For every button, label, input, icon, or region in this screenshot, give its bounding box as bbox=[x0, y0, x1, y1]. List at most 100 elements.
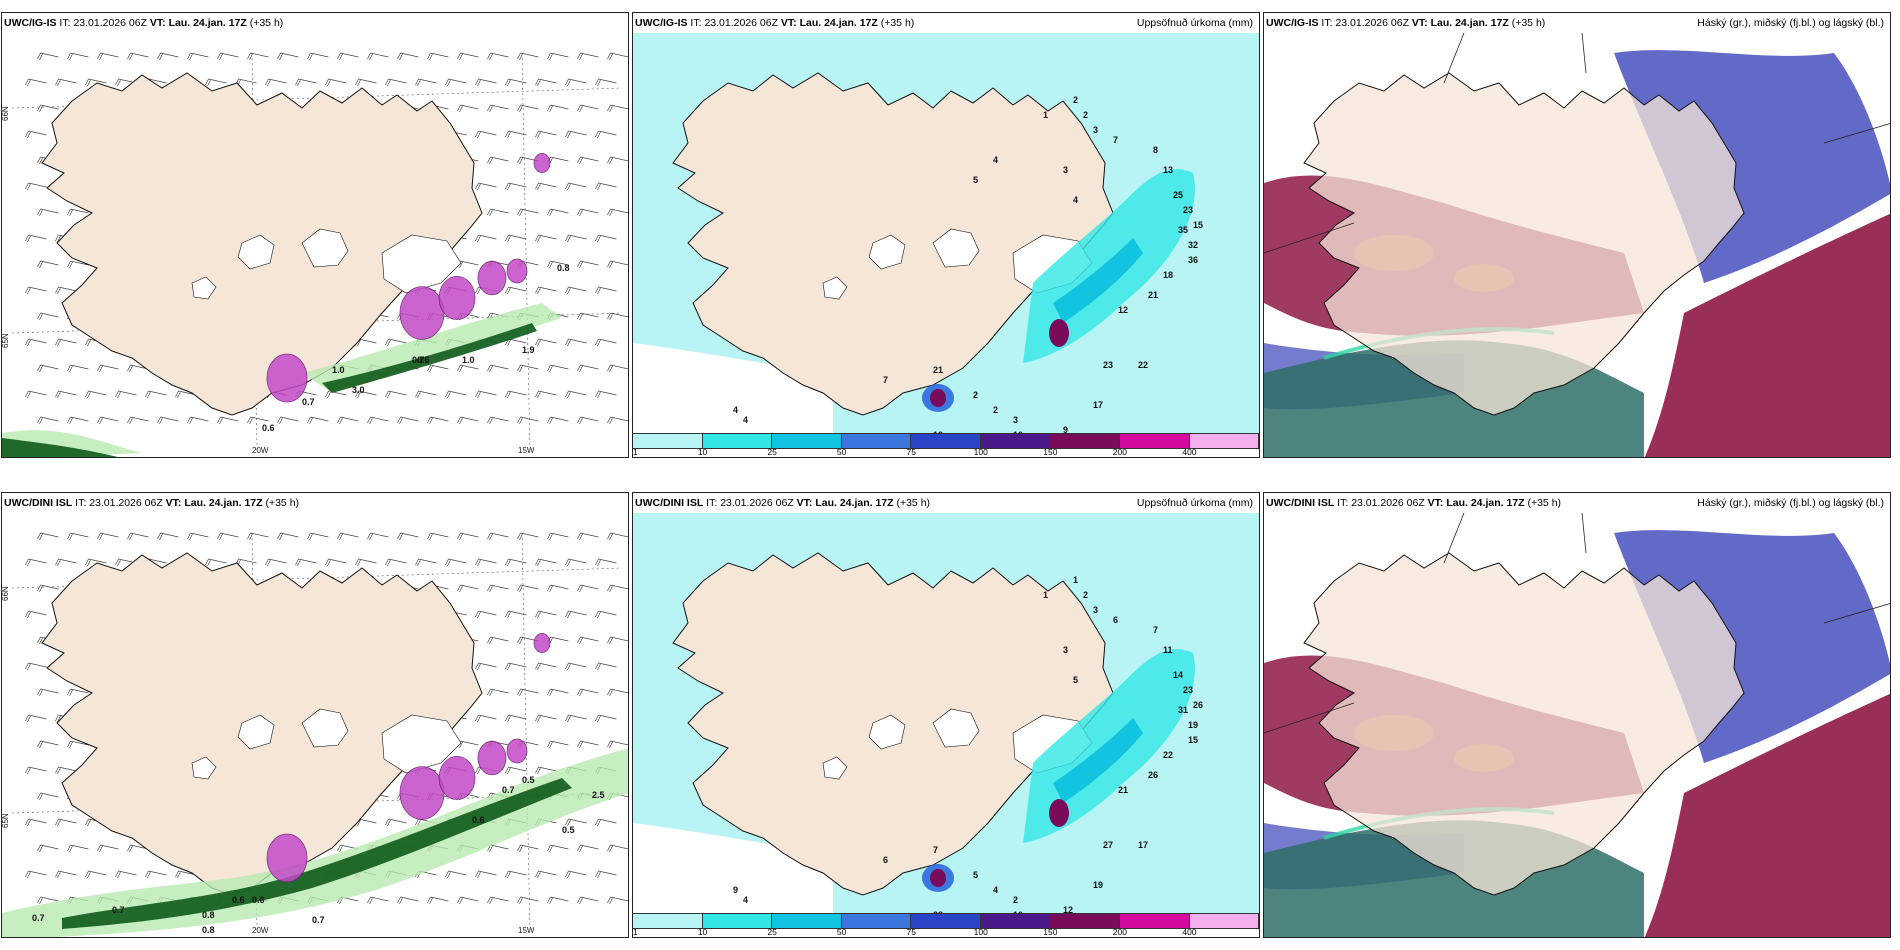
precip-value-label: 4 bbox=[733, 405, 738, 415]
wind-barb bbox=[37, 844, 59, 853]
wind-barb bbox=[157, 416, 179, 425]
wind-barb bbox=[475, 182, 497, 191]
wind-barb bbox=[565, 286, 587, 295]
wind-barb bbox=[367, 896, 389, 905]
wind-barb bbox=[475, 78, 497, 87]
wind-barb bbox=[505, 130, 527, 139]
wind-barb bbox=[385, 558, 407, 567]
wind-barb bbox=[25, 818, 47, 827]
scale-swatch bbox=[1189, 434, 1259, 448]
precip-value-label: 1 bbox=[1073, 575, 1078, 585]
wind-barb bbox=[37, 532, 59, 541]
wind-barb bbox=[55, 558, 77, 567]
wind-barb bbox=[295, 78, 317, 87]
wind-barb bbox=[25, 78, 47, 87]
wind-barb bbox=[115, 390, 137, 399]
gust-value-label: 0.8 bbox=[202, 910, 215, 920]
wind-barb bbox=[535, 662, 557, 671]
panel-field-title: Háský (gr.), miðský (fj.bl.) og lágský (… bbox=[1697, 17, 1884, 29]
precip-value-label: 21 bbox=[1148, 290, 1158, 300]
wind-barb bbox=[487, 636, 509, 645]
wind-barb bbox=[457, 584, 479, 593]
lat-label: 66N bbox=[2, 106, 10, 121]
precip-core bbox=[399, 766, 445, 820]
wind-barb bbox=[595, 610, 617, 619]
wind-barb bbox=[505, 610, 527, 619]
wind-barb bbox=[517, 532, 539, 541]
scale-bar bbox=[633, 913, 1259, 929]
lat-label: 66N bbox=[2, 586, 10, 601]
wind-barb bbox=[145, 390, 167, 399]
wind-barb bbox=[457, 896, 479, 905]
wind-barb bbox=[115, 870, 137, 879]
wind-barb bbox=[535, 870, 557, 879]
precip-value-label: 23 bbox=[1183, 685, 1193, 695]
wind-barb bbox=[37, 104, 59, 113]
precip-color-scale: 1 10 25 50 75 100 150 200 400 bbox=[633, 913, 1259, 937]
precip-value-label: 14 bbox=[1173, 670, 1183, 680]
precip-value-label: 6 bbox=[883, 855, 888, 865]
gust-value-label: 0.7 bbox=[32, 913, 45, 923]
wind-barb bbox=[97, 364, 119, 373]
wind-barb bbox=[217, 532, 239, 541]
precip-zone bbox=[1053, 718, 1143, 803]
wind-barb bbox=[565, 610, 587, 619]
wind-barb bbox=[55, 390, 77, 399]
wind-barb bbox=[85, 870, 107, 879]
precip-value-label: 19 bbox=[1093, 880, 1103, 890]
precip-core bbox=[477, 260, 507, 296]
wind-barb bbox=[325, 558, 347, 567]
gust-value-label: 0.6 bbox=[262, 423, 275, 433]
scale-swatch bbox=[633, 434, 703, 448]
wind-barb bbox=[607, 844, 628, 853]
wind-barb bbox=[505, 714, 527, 723]
precip-value-label: 15 bbox=[1193, 220, 1203, 230]
wind-barb bbox=[37, 584, 59, 593]
high-cloud bbox=[1644, 213, 1890, 457]
wind-barb bbox=[487, 52, 509, 61]
wind-barb bbox=[457, 416, 479, 425]
gust-value-label: 0.7 bbox=[312, 915, 325, 925]
region-border bbox=[1264, 32, 1890, 254]
wind-barb bbox=[445, 78, 467, 87]
wind-barb bbox=[397, 52, 419, 61]
scale-tick-label: 10 bbox=[697, 447, 708, 457]
wind-barb bbox=[67, 740, 89, 749]
wind-barb bbox=[595, 870, 617, 879]
gust-dark bbox=[62, 778, 572, 929]
wind-barb bbox=[25, 338, 47, 347]
wind-barb bbox=[277, 532, 299, 541]
iceland-landmass bbox=[1303, 72, 1745, 416]
region-border bbox=[1264, 512, 1890, 734]
wind-barb bbox=[25, 286, 47, 295]
high-cloud bbox=[1644, 693, 1890, 937]
gust-field bbox=[2, 303, 562, 457]
wind-barb bbox=[367, 416, 389, 425]
gust-value-label: 0.6 bbox=[232, 895, 245, 905]
wind-barb bbox=[547, 584, 569, 593]
precip-value-label: 12 bbox=[1118, 305, 1128, 315]
wind-barb bbox=[427, 896, 449, 905]
wind-barb bbox=[547, 532, 569, 541]
precip-value-label: 4 bbox=[743, 895, 748, 905]
gust-value-label: 0.7 bbox=[112, 905, 125, 915]
precip-value-label: 11 bbox=[1163, 645, 1173, 655]
scale-tick-label: 200 bbox=[1112, 927, 1127, 937]
gust-value-label: 0.5 bbox=[522, 775, 535, 785]
wind-barb bbox=[577, 740, 599, 749]
scale-tick-label: 1 bbox=[633, 927, 638, 937]
wind-barb bbox=[547, 104, 569, 113]
precip-value-label: 4 bbox=[1073, 195, 1078, 205]
wind-barb bbox=[607, 364, 628, 373]
panel-field-title: Háský (gr.), miðský (fj.bl.) og lágský (… bbox=[1697, 497, 1884, 509]
glacier-outline bbox=[301, 708, 349, 748]
scale-tick-label: 100 bbox=[973, 447, 988, 457]
wind-barb bbox=[355, 78, 377, 87]
wind-barb bbox=[577, 312, 599, 321]
wind-barb bbox=[397, 416, 419, 425]
wind-barb bbox=[517, 688, 539, 697]
wind-barb bbox=[565, 870, 587, 879]
precip-value-label: 4 bbox=[993, 885, 998, 895]
wind-barb bbox=[25, 714, 47, 723]
